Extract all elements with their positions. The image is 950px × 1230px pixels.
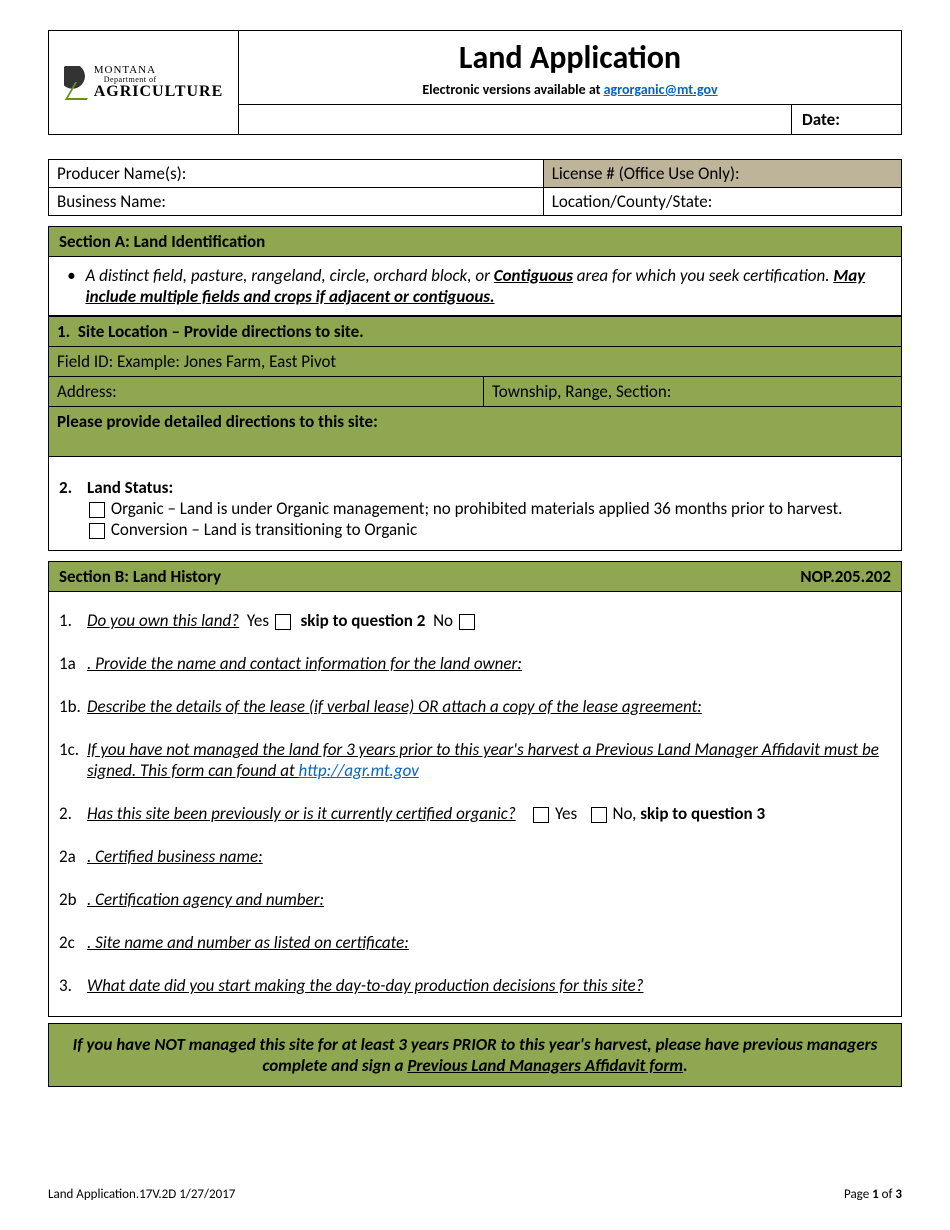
- q1b-text: Describe the details of the lease (if ve…: [87, 696, 702, 717]
- organic-checkbox[interactable]: [89, 502, 105, 518]
- q3-text: What date did you start making the day-t…: [87, 975, 644, 996]
- desc-contiguous: Contiguous: [494, 265, 573, 286]
- logo-line3: AGRICULTURE: [94, 84, 224, 100]
- question-1b: 1b. Describe the details of the lease (i…: [59, 696, 891, 717]
- question-3: 3. What date did you start making the da…: [59, 975, 891, 996]
- q2a-num: 2a: [59, 846, 87, 867]
- b-q2-text: Has this site been previously or is it c…: [87, 803, 516, 824]
- desc-pre: A distinct field, pasture, rangeland, ci…: [85, 265, 493, 286]
- location-label: Location/County/State:: [543, 188, 901, 216]
- q1a-text: . Provide the name and contact informati…: [87, 653, 522, 674]
- section-a-header: Section A: Land Identification: [48, 226, 902, 257]
- section-a-description: • A distinct field, pasture, rangeland, …: [48, 257, 902, 316]
- b-q2-yes: Yes: [555, 803, 577, 824]
- q1-no: No: [433, 610, 453, 631]
- notice-tail: .: [683, 1055, 688, 1076]
- producer-label: Producer Name(s):: [49, 160, 544, 188]
- q2a-text: . Certified business name:: [87, 846, 263, 867]
- b-q2-num: 2.: [59, 803, 87, 824]
- conversion-checkbox[interactable]: [89, 523, 105, 539]
- b-q2-yes-checkbox[interactable]: [533, 807, 549, 823]
- notice-box: If you have NOT managed this site for at…: [48, 1023, 902, 1087]
- question-2b: 2b . Certification agency and number:: [59, 889, 891, 910]
- info-table: Producer Name(s): License # (Office Use …: [48, 159, 902, 216]
- organic-text: Organic – Land is under Organic manageme…: [111, 498, 843, 519]
- q2-num: 2.: [59, 477, 87, 540]
- q2c-num: 2c: [59, 932, 87, 953]
- subtitle-pre: Electronic versions available at: [422, 81, 603, 98]
- conversion-option: Conversion – Land is transitioning to Or…: [87, 519, 891, 540]
- q3-num: 3.: [59, 975, 87, 996]
- email-link[interactable]: agrorganic@mt.gov: [604, 81, 718, 98]
- q1-yes-checkbox[interactable]: [275, 614, 291, 630]
- q1a-num: 1a: [59, 653, 87, 674]
- row-directions: Please provide detailed directions to th…: [49, 407, 902, 457]
- q1b-num: 1b.: [59, 696, 87, 717]
- form-subtitle: Electronic versions available at agrorga…: [249, 81, 891, 98]
- section-b-code: NOP.205.202: [800, 566, 891, 587]
- dept-logo: MONTANA Department of AGRICULTURE: [64, 65, 224, 100]
- question-1c: 1c. If you have not managed the land for…: [59, 739, 891, 781]
- row-site-location: 1. Site Location – Provide directions to…: [49, 317, 902, 347]
- q1c-num: 1c.: [59, 739, 87, 781]
- desc-mid: area for which you seek certification.: [573, 265, 833, 286]
- notice-underlined: Previous Land Managers Affidavit form: [407, 1055, 683, 1076]
- question-1a: 1a . Provide the name and contact inform…: [59, 653, 891, 674]
- logo-mark-icon: [64, 66, 92, 100]
- q2b-num: 2b: [59, 889, 87, 910]
- section-b-title: Section B: Land History: [59, 566, 221, 587]
- question-2c: 2c . Site name and number as listed on c…: [59, 932, 891, 953]
- title-cell: Land Application Electronic versions ava…: [239, 31, 902, 105]
- b-q2-no: No,: [613, 803, 641, 824]
- q1c-link[interactable]: http://agr.mt.gov: [299, 760, 419, 781]
- header-table: MONTANA Department of AGRICULTURE Land A…: [48, 30, 902, 135]
- section-b-header: Section B: Land History NOP.205.202: [48, 561, 902, 592]
- footer-of: of: [879, 1187, 896, 1202]
- question-2a: 2a . Certified business name:: [59, 846, 891, 867]
- q1-skip: skip to question 2: [301, 610, 426, 631]
- business-label: Business Name:: [49, 188, 544, 216]
- q1-num: 1.: [59, 610, 87, 631]
- row-field-id: Field ID: Example: Jones Farm, East Pivo…: [49, 347, 902, 377]
- row1-num: 1.: [57, 321, 70, 342]
- row-trs: Township, Range, Section:: [484, 377, 902, 407]
- b-q2-no-checkbox[interactable]: [591, 807, 607, 823]
- footer-page-pre: Page: [844, 1187, 872, 1202]
- footer-left: Land Application.17V.2D 1/27/2017: [48, 1187, 235, 1202]
- row1-text: Site Location – Provide directions to si…: [78, 321, 364, 342]
- row-address: Address:: [49, 377, 484, 407]
- question-1: 1. Do you own this land? Yes skip to que…: [59, 610, 891, 631]
- footer-total: 3: [895, 1187, 902, 1202]
- logo-cell: MONTANA Department of AGRICULTURE: [49, 31, 239, 135]
- bullet-icon: •: [67, 265, 75, 307]
- footer-page: 1: [872, 1187, 879, 1202]
- land-status-block: 2. Land Status: Organic – Land is under …: [48, 457, 902, 551]
- q1-yes: Yes: [247, 610, 269, 631]
- q2b-text: . Certification agency and number:: [87, 889, 324, 910]
- b-q2-skip: skip to question 3: [640, 803, 765, 824]
- form-title: Land Application: [249, 38, 891, 77]
- footer-right: Page 1 of 3: [844, 1187, 902, 1202]
- q1-no-checkbox[interactable]: [459, 614, 475, 630]
- q1-text: Do you own this land?: [87, 610, 239, 631]
- page-footer: Land Application.17V.2D 1/27/2017 Page 1…: [48, 1187, 902, 1202]
- header-empty-cell: [239, 105, 792, 135]
- license-label: License # (Office Use Only):: [543, 160, 901, 188]
- organic-option: Organic – Land is under Organic manageme…: [87, 498, 891, 519]
- date-label: Date:: [792, 105, 902, 135]
- conversion-text: Conversion – Land is transitioning to Or…: [111, 519, 417, 540]
- site-location-table: 1. Site Location – Provide directions to…: [48, 316, 902, 457]
- question-2: 2. Has this site been previously or is i…: [59, 803, 891, 824]
- q2c-text: . Site name and number as listed on cert…: [87, 932, 409, 953]
- section-b-body: 1. Do you own this land? Yes skip to que…: [48, 592, 902, 1017]
- land-status-label: Land Status:: [87, 477, 891, 498]
- q1c-text: If you have not managed the land for 3 y…: [87, 739, 879, 781]
